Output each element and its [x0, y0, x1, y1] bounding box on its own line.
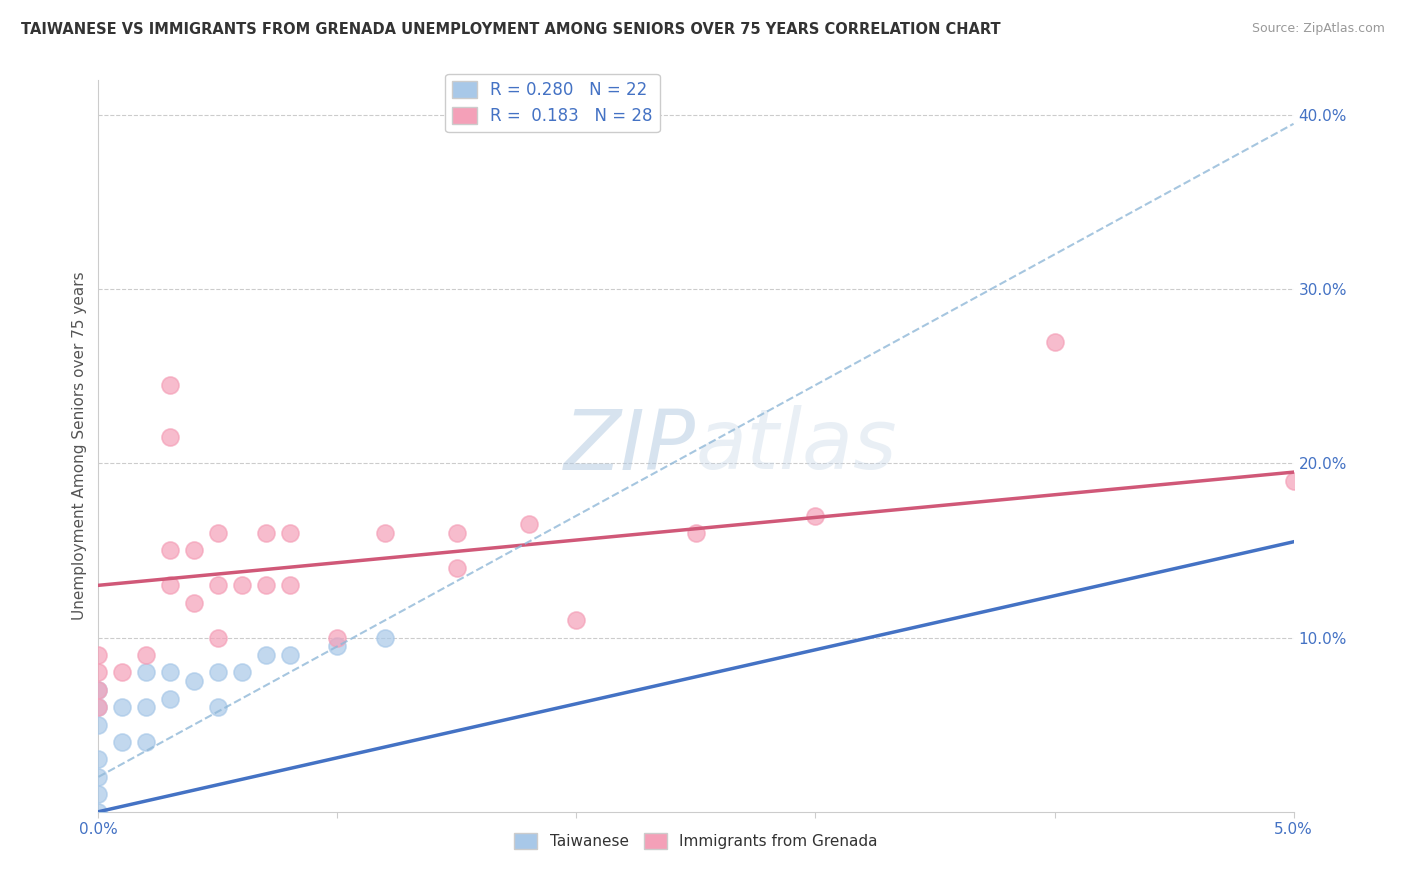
- Point: [207, 526, 229, 541]
- Point: [207, 578, 229, 592]
- Point: [685, 526, 707, 541]
- Point: [326, 631, 349, 645]
- Point: [87, 682, 110, 697]
- Point: [87, 682, 110, 697]
- Point: [135, 735, 157, 749]
- Point: [87, 752, 110, 766]
- Y-axis label: Unemployment Among Seniors over 75 years: Unemployment Among Seniors over 75 years: [72, 272, 87, 620]
- Point: [159, 430, 181, 444]
- Point: [111, 735, 134, 749]
- Point: [87, 648, 110, 662]
- Point: [1043, 334, 1066, 349]
- Point: [254, 526, 277, 541]
- Point: [565, 613, 588, 627]
- Point: [207, 665, 229, 680]
- Point: [231, 578, 253, 592]
- Point: [207, 631, 229, 645]
- Point: [135, 648, 157, 662]
- Point: [183, 674, 205, 689]
- Point: [231, 665, 253, 680]
- Point: [87, 665, 110, 680]
- Point: [87, 700, 110, 714]
- Point: [183, 596, 205, 610]
- Point: [278, 648, 301, 662]
- Point: [87, 787, 110, 801]
- Text: TAIWANESE VS IMMIGRANTS FROM GRENADA UNEMPLOYMENT AMONG SENIORS OVER 75 YEARS CO: TAIWANESE VS IMMIGRANTS FROM GRENADA UNE…: [21, 22, 1001, 37]
- Point: [374, 526, 396, 541]
- Point: [278, 578, 301, 592]
- Text: atlas: atlas: [696, 406, 897, 486]
- Point: [159, 378, 181, 392]
- Point: [1282, 474, 1305, 488]
- Point: [135, 700, 157, 714]
- Point: [326, 640, 349, 654]
- Point: [159, 665, 181, 680]
- Point: [159, 578, 181, 592]
- Point: [207, 700, 229, 714]
- Point: [183, 543, 205, 558]
- Point: [87, 770, 110, 784]
- Point: [446, 561, 468, 575]
- Point: [111, 700, 134, 714]
- Point: [254, 578, 277, 592]
- Legend: Taiwanese, Immigrants from Grenada: Taiwanese, Immigrants from Grenada: [509, 827, 883, 855]
- Point: [135, 665, 157, 680]
- Point: [254, 648, 277, 662]
- Point: [159, 691, 181, 706]
- Text: ZIP: ZIP: [564, 406, 696, 486]
- Point: [446, 526, 468, 541]
- Point: [804, 508, 827, 523]
- Point: [278, 526, 301, 541]
- Point: [87, 717, 110, 731]
- Point: [87, 700, 110, 714]
- Point: [374, 631, 396, 645]
- Point: [159, 543, 181, 558]
- Point: [87, 805, 110, 819]
- Point: [517, 517, 540, 532]
- Point: [111, 665, 134, 680]
- Text: Source: ZipAtlas.com: Source: ZipAtlas.com: [1251, 22, 1385, 36]
